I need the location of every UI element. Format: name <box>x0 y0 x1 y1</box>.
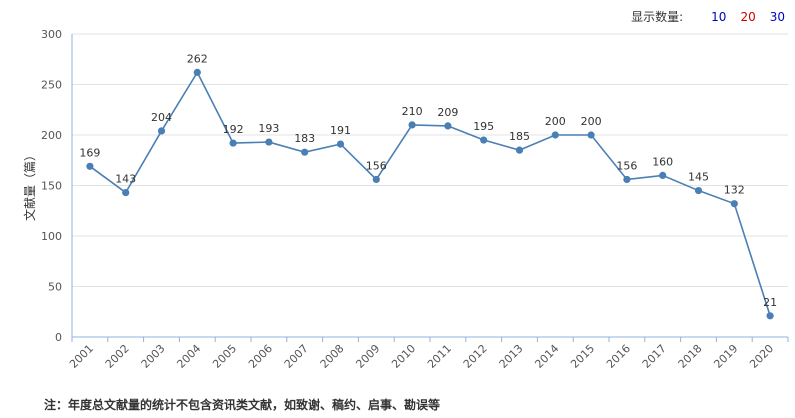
data-label: 262 <box>187 52 208 65</box>
data-label: 193 <box>258 122 279 135</box>
data-point <box>623 175 631 184</box>
data-point <box>336 140 345 148</box>
x-tick-label: 2005 <box>210 342 239 371</box>
x-tick-label: 2010 <box>389 342 418 371</box>
display-count-20[interactable]: 20 <box>740 9 756 24</box>
display-count-30[interactable]: 30 <box>769 9 785 24</box>
data-label: 160 <box>652 155 673 168</box>
x-tick-label: 2003 <box>139 342 168 371</box>
data-label: 156 <box>366 159 387 172</box>
data-label: 200 <box>545 115 566 128</box>
x-tick-label: 2009 <box>353 342 382 371</box>
data-label: 143 <box>115 173 136 186</box>
data-label: 156 <box>616 159 637 172</box>
data-label: 185 <box>509 130 530 143</box>
data-point <box>372 175 380 184</box>
data-label: 192 <box>223 123 244 136</box>
data-point <box>229 139 237 147</box>
data-point <box>587 131 595 139</box>
x-tick-label: 2007 <box>282 342 311 371</box>
x-tick-label: 2012 <box>461 342 490 371</box>
y-tick-label: 150 <box>41 180 62 193</box>
data-label: 204 <box>151 111 172 124</box>
x-tick-label: 2008 <box>318 342 347 371</box>
x-tick-label: 2013 <box>497 342 526 371</box>
x-tick-label: 2001 <box>67 342 96 371</box>
data-point <box>659 171 667 179</box>
data-label: 191 <box>330 124 351 137</box>
data-label: 200 <box>581 115 602 128</box>
y-tick-label: 0 <box>55 331 62 344</box>
data-label: 21 <box>763 296 777 309</box>
series-line <box>89 70 771 317</box>
data-label: 145 <box>688 171 709 184</box>
x-tick-label: 2002 <box>103 342 132 371</box>
data-point <box>265 138 273 146</box>
data-point <box>301 148 309 156</box>
data-point <box>551 131 559 139</box>
footnote: 注：年度总文献量的统计不包含资讯类文献，如致谢、稿约、启事、勘误等 <box>44 398 441 412</box>
data-point <box>480 136 488 144</box>
display-count-bar: 显示数量: 10 20 30 <box>631 8 785 25</box>
x-tick-label: 2011 <box>425 342 454 371</box>
data-point <box>408 121 416 129</box>
x-tick-label: 2004 <box>174 342 203 371</box>
y-tick-label: 250 <box>41 79 62 92</box>
data-point <box>694 186 703 195</box>
x-tick-label: 2018 <box>676 342 705 371</box>
y-tick-label: 100 <box>41 230 62 243</box>
data-label: 132 <box>724 184 745 197</box>
data-label: 183 <box>294 132 315 145</box>
x-tick-label: 2020 <box>747 342 776 371</box>
y-tick-label: 50 <box>48 281 62 294</box>
x-tick-label: 2019 <box>711 342 740 371</box>
data-label: 210 <box>402 105 423 118</box>
data-point <box>193 68 201 76</box>
x-tick-label: 2016 <box>604 342 633 371</box>
x-tick-label: 2006 <box>246 342 275 371</box>
y-tick-label: 200 <box>41 129 62 142</box>
y-axis-label: 文献量（篇） <box>22 149 37 221</box>
data-label: 195 <box>473 120 494 133</box>
display-count-label: 显示数量: <box>631 10 684 24</box>
x-tick-label: 2017 <box>640 342 669 371</box>
x-tick-label: 2015 <box>568 342 597 371</box>
y-tick-label: 300 <box>41 28 62 41</box>
data-point <box>444 122 452 130</box>
data-point <box>86 162 94 170</box>
data-point <box>157 127 166 135</box>
x-tick-label: 2014 <box>532 342 561 371</box>
data-point <box>515 146 524 154</box>
data-label: 209 <box>437 106 458 119</box>
data-point <box>766 312 774 320</box>
display-count-10[interactable]: 10 <box>711 9 727 24</box>
data-point <box>122 188 130 197</box>
data-point <box>730 200 738 208</box>
data-label: 169 <box>79 146 100 159</box>
